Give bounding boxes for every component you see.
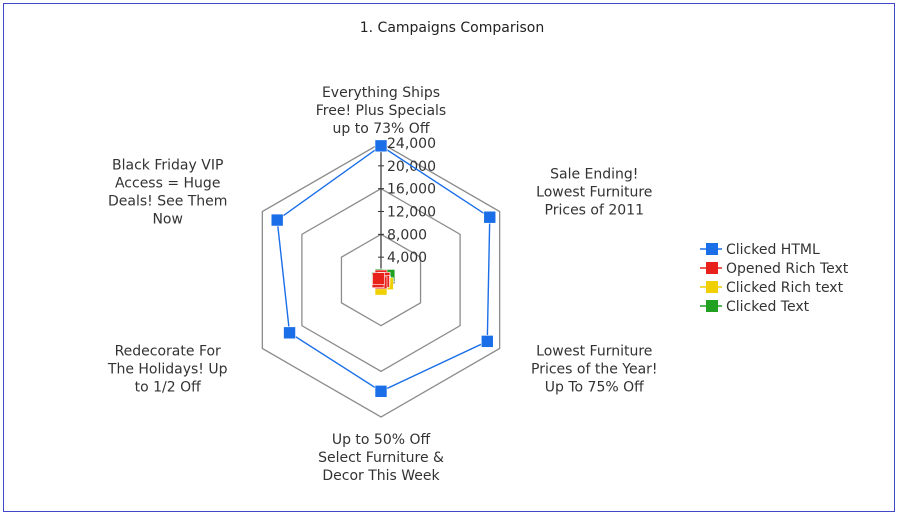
data-series bbox=[270, 139, 497, 398]
category-label-line: Prices of the Year! bbox=[531, 362, 658, 378]
radar-chart: 1. Campaigns Comparison 04,0008,00012,00… bbox=[107, 20, 849, 484]
legend[interactable]: Clicked HTML Opened Rich Text Clicked Rich… bbox=[700, 242, 849, 315]
category-label-line: Free! Plus Specials bbox=[316, 103, 446, 119]
legend-label[interactable]: Clicked HTML bbox=[726, 242, 820, 258]
category-label-line: Now bbox=[152, 212, 183, 228]
data-point[interactable] bbox=[374, 385, 388, 398]
category-label: Sale Ending! Lowest Furniture Prices of 20… bbox=[536, 167, 652, 219]
category-label-line: Select Furniture & bbox=[318, 450, 444, 466]
legend-marker bbox=[706, 243, 718, 255]
legend-marker bbox=[706, 262, 718, 274]
category-label-line: Everything Ships bbox=[322, 85, 440, 101]
tick-label: 24,000 bbox=[387, 136, 436, 152]
legend-label[interactable]: Clicked Text bbox=[726, 299, 810, 315]
category-label-line: up to 73% Off bbox=[333, 121, 430, 137]
grid-ring bbox=[340, 233, 422, 327]
tick-label: 8,000 bbox=[387, 227, 427, 243]
category-labels: Everything Ships Free! Plus Specials up to… bbox=[107, 85, 658, 484]
grid-ring bbox=[301, 187, 461, 373]
category-label-line: Deals! See Them bbox=[108, 194, 227, 210]
category-label-line: to 1/2 Off bbox=[135, 380, 202, 396]
legend-marker bbox=[706, 300, 718, 312]
legend-label[interactable]: Clicked Rich text bbox=[726, 280, 844, 296]
category-label: Redecorate For The Holidays! Up to 1/2 Off bbox=[107, 344, 228, 396]
grid-ring bbox=[261, 142, 501, 418]
category-label-line: The Holidays! Up bbox=[107, 362, 228, 378]
category-label: Up to 50% Off Select Furniture & Decor Thi… bbox=[318, 432, 444, 484]
data-point[interactable] bbox=[270, 213, 284, 227]
tick-label: 16,000 bbox=[387, 182, 436, 198]
legend-marker bbox=[706, 281, 718, 293]
category-label-line: Access = Huge bbox=[115, 176, 220, 192]
category-label: Black Friday VIP Access = Huge Deals! See … bbox=[108, 158, 227, 228]
tick-label: 20,000 bbox=[387, 159, 436, 175]
category-label-line: Prices of 2011 bbox=[545, 203, 644, 219]
data-point[interactable] bbox=[283, 326, 296, 340]
category-label-line: Lowest Furniture bbox=[536, 185, 652, 201]
data-point[interactable] bbox=[374, 139, 388, 153]
data-point[interactable] bbox=[372, 272, 385, 285]
category-label-line: Sale Ending! bbox=[550, 167, 638, 183]
category-label-line: Lowest Furniture bbox=[536, 344, 652, 360]
chart-frame: 1. Campaigns Comparison 04,0008,00012,00… bbox=[3, 3, 895, 512]
tick-label: 4,000 bbox=[387, 250, 427, 266]
tick-label: 12,000 bbox=[387, 205, 436, 221]
category-label-line: Up to 50% Off bbox=[332, 432, 431, 448]
data-point[interactable] bbox=[483, 210, 497, 224]
chart-title: 1. Campaigns Comparison bbox=[360, 20, 544, 36]
category-label: Lowest Furniture Prices of the Year! Up To… bbox=[531, 344, 658, 396]
legend-label[interactable]: Opened Rich Text bbox=[726, 261, 849, 277]
category-label-line: Up To 75% Off bbox=[545, 380, 644, 396]
data-point[interactable] bbox=[480, 335, 494, 348]
radar-axes bbox=[378, 142, 384, 281]
category-label: Everything Ships Free! Plus Specials up to… bbox=[316, 85, 446, 137]
category-label-line: Black Friday VIP bbox=[112, 158, 223, 174]
radar-grid bbox=[261, 142, 501, 418]
category-label-line: Redecorate For bbox=[115, 344, 221, 360]
category-label-line: Decor This Week bbox=[322, 468, 440, 484]
